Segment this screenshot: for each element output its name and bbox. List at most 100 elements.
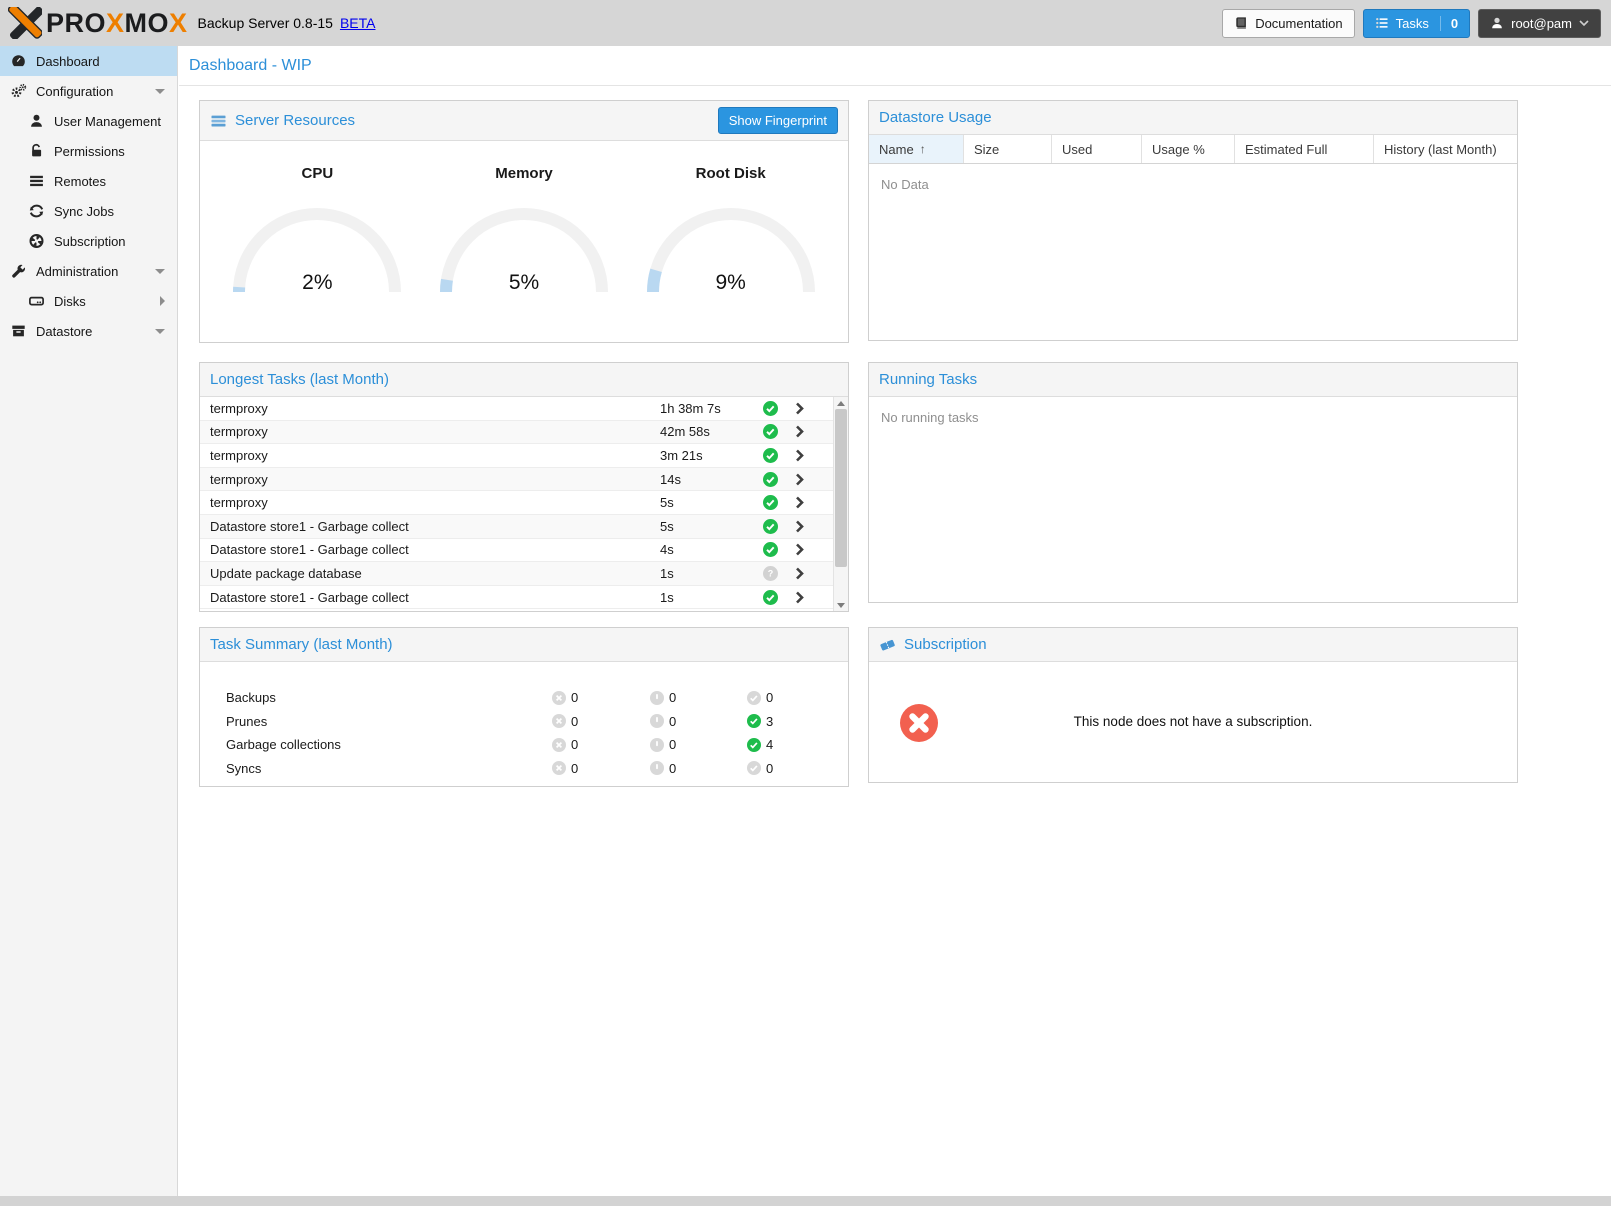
datastore-usage-panel: Datastore Usage Name ↑ Size Used Usage % …	[868, 100, 1518, 341]
task-row[interactable]: termproxy 5s ?	[200, 491, 833, 515]
status-icon: ?	[762, 518, 778, 534]
sidebar-item-disks[interactable]: Disks	[0, 286, 177, 316]
gauges: CPU 2% Memory 5%	[200, 141, 848, 297]
task-summary-panel: Task Summary (last Month) Backups 0 0 0 …	[199, 627, 849, 787]
sort-asc-icon: ↑	[919, 142, 926, 156]
longest-tasks-header: Longest Tasks (last Month)	[200, 363, 848, 397]
chevron-right-icon[interactable]	[795, 520, 805, 533]
chevron-right-icon[interactable]	[795, 425, 805, 438]
task-row[interactable]: Update package database 1s ?	[200, 562, 833, 586]
column-header-size[interactable]: Size	[964, 135, 1052, 163]
ticket-icon	[880, 639, 895, 650]
panel-title: Running Tasks	[879, 371, 978, 388]
task-duration: 42m 58s	[660, 424, 710, 440]
expand-arrow-icon[interactable]	[160, 296, 165, 306]
status-icon: ?	[762, 471, 778, 487]
error-count: 0	[571, 760, 579, 776]
task-name: termproxy	[210, 495, 268, 511]
chevron-right-icon[interactable]	[795, 591, 805, 604]
summary-row-garbage-collections: Garbage collections 0 0 4	[200, 733, 848, 757]
task-name: termproxy	[210, 400, 268, 416]
chevron-right-icon[interactable]	[795, 496, 805, 509]
subscription-panel: Subscription This node does not have a s…	[868, 627, 1518, 783]
scroll-up-icon[interactable]	[834, 397, 848, 409]
unlock-icon	[32, 143, 42, 157]
task-list-icon	[1375, 18, 1388, 28]
task-row[interactable]: termproxy 3m 21s ?	[200, 444, 833, 468]
proxmox-logo: PROXMOX	[8, 7, 188, 39]
chevron-right-icon[interactable]	[795, 567, 805, 580]
sidebar-item-dashboard[interactable]: Dashboard	[0, 46, 177, 76]
warning-count: 0	[669, 760, 677, 776]
warning-count-icon	[650, 737, 664, 752]
show-fingerprint-button[interactable]: Show Fingerprint	[717, 107, 838, 134]
expand-arrow-icon[interactable]	[155, 268, 165, 274]
proxmox-x-icon	[8, 7, 42, 39]
tasks-label: Tasks	[1395, 15, 1429, 31]
chevron-right-icon[interactable]	[795, 449, 805, 462]
error-count: 0	[571, 690, 579, 706]
sidebar-item-datastore[interactable]: Datastore	[0, 316, 177, 346]
task-row[interactable]: Datastore store1 - Garbage collect 4s ?	[200, 539, 833, 563]
sidebar-item-administration[interactable]: Administration	[0, 256, 177, 286]
user-label: root@pam	[1511, 15, 1572, 31]
sidebar-item-configuration[interactable]: Configuration	[0, 76, 177, 106]
scrollbar-thumb[interactable]	[835, 409, 847, 567]
chevron-right-icon[interactable]	[795, 402, 805, 415]
tasks-button[interactable]: Tasks 0	[1362, 8, 1471, 38]
status-icon: ?	[762, 424, 778, 440]
scroll-down-icon[interactable]	[834, 599, 848, 611]
column-header-name[interactable]: Name ↑	[869, 135, 964, 163]
task-summary-header: Task Summary (last Month)	[200, 628, 848, 662]
sidebar-item-label: Remotes	[54, 173, 107, 189]
sidebar-item-subscription[interactable]: Subscription	[0, 226, 177, 256]
gauge-label: CPU	[301, 165, 334, 182]
sidebar-item-permissions[interactable]: Permissions	[0, 136, 177, 166]
expand-arrow-icon[interactable]	[155, 328, 165, 334]
no-running-tasks-text: No running tasks	[881, 410, 979, 425]
documentation-button[interactable]: Documentation	[1222, 8, 1355, 38]
task-name: Datastore store1 - Garbage collect	[210, 542, 409, 558]
status-icon: ?	[762, 495, 778, 511]
sidebar-item-label: User Management	[54, 113, 161, 129]
chevron-right-icon[interactable]	[795, 543, 805, 556]
task-row[interactable]: termproxy 42m 58s ?	[200, 420, 833, 445]
panel-title: Longest Tasks (last Month)	[210, 371, 389, 388]
error-count: 0	[571, 713, 579, 729]
subscription-header: Subscription	[869, 628, 1517, 662]
server-resources-panel: Server Resources Show Fingerprint CPU 2%…	[199, 100, 849, 343]
memory-gauge: Memory 5%	[421, 141, 628, 297]
column-header-usage-pct[interactable]: Usage %	[1142, 135, 1235, 163]
user-icon	[31, 114, 42, 127]
task-row[interactable]: Datastore store1 - Garbage collect 1s ?	[200, 586, 833, 610]
wrench-icon	[12, 264, 25, 278]
task-duration: 14s	[660, 471, 681, 487]
gears-icon	[11, 83, 27, 98]
user-menu-button[interactable]: root@pam	[1478, 8, 1601, 38]
chevron-right-icon[interactable]	[795, 473, 805, 486]
task-row[interactable]: Datastore store1 - Garbage collect 5s ?	[200, 514, 833, 539]
sidebar-item-remotes[interactable]: Remotes	[0, 166, 177, 196]
task-row[interactable]: termproxy 14s ?	[200, 467, 833, 492]
running-tasks-panel: Running Tasks No running tasks	[868, 362, 1518, 603]
summary-label: Syncs	[226, 760, 262, 776]
ok-count: 3	[766, 713, 774, 729]
list-bars-icon	[30, 175, 43, 187]
ok-count-icon	[747, 737, 761, 752]
sidebar-item-label: Disks	[54, 293, 86, 309]
gauge-label: Memory	[495, 165, 553, 182]
sidebar-item-user-management[interactable]: User Management	[0, 106, 177, 136]
column-header-history[interactable]: History (last Month)	[1374, 135, 1517, 163]
column-header-used[interactable]: Used	[1052, 135, 1142, 163]
sidebar-item-label: Configuration	[36, 83, 114, 99]
column-header-estimated-full[interactable]: Estimated Full	[1235, 135, 1374, 163]
scrollbar[interactable]	[833, 397, 848, 611]
expand-arrow-icon[interactable]	[155, 88, 165, 94]
product-name: Backup Server 0.8-15	[197, 15, 333, 31]
task-name: termproxy	[210, 447, 268, 463]
sidebar-item-sync-jobs[interactable]: Sync Jobs	[0, 196, 177, 226]
no-data-text: No Data	[881, 177, 929, 192]
beta-link[interactable]: BETA	[339, 15, 376, 31]
task-row[interactable]: termproxy 1h 38m 7s ?	[200, 397, 833, 421]
task-name: Update package database	[210, 565, 362, 581]
